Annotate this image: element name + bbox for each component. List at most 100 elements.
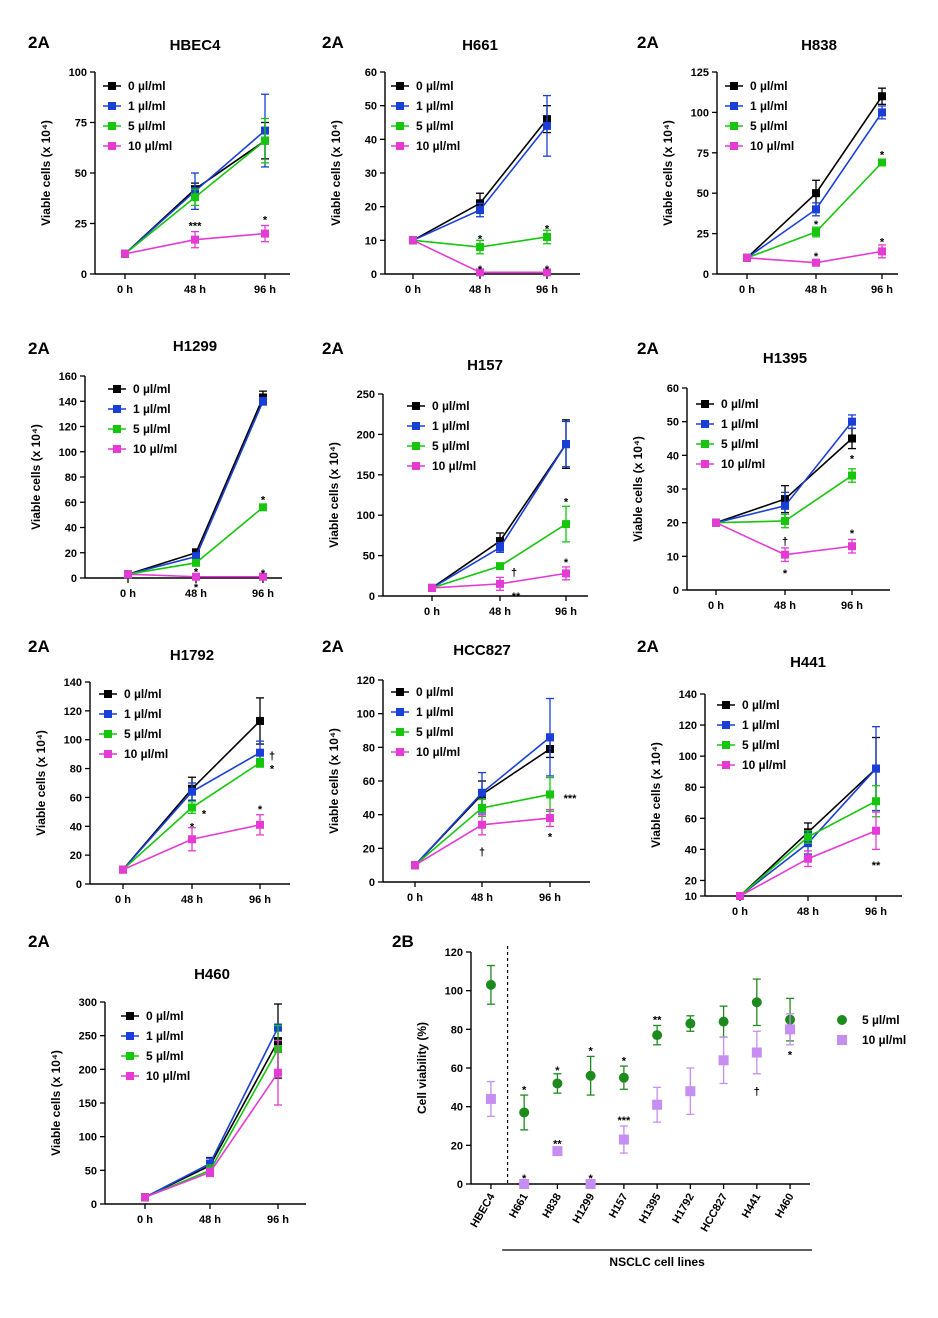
- legend-entry: 1 µl/ml: [124, 707, 162, 721]
- data-point: [878, 92, 886, 101]
- data-point: [478, 820, 486, 829]
- chart-title: H157: [467, 357, 503, 374]
- data-point: [141, 1193, 149, 1202]
- x-tick-label: 0 h: [117, 284, 133, 296]
- y-axis-label: Viable cells (x 10⁴): [327, 728, 341, 834]
- legend-swatch-marker: [412, 422, 420, 430]
- data-point: [781, 550, 789, 559]
- legend-swatch-marker: [837, 1035, 847, 1045]
- y-tick-label: 200: [357, 429, 375, 441]
- data-point: [718, 1016, 729, 1027]
- data-point: [546, 733, 554, 742]
- significance-mark: *: [258, 804, 263, 816]
- x-tick-label: 0 h: [137, 1214, 153, 1226]
- legend-swatch-marker: [701, 440, 709, 448]
- x-tick-label: 48 h: [181, 894, 203, 906]
- panel-label: 2B: [392, 932, 414, 951]
- significance-mark: *: [545, 224, 550, 236]
- significance-mark: *: [522, 1173, 527, 1185]
- panel-h460: 2A H460 0 50 100 150 200 250 300 Viable cells (x …: [28, 932, 306, 1226]
- series-0: [743, 87, 886, 262]
- series-3: [124, 570, 267, 581]
- data-point: [261, 136, 269, 145]
- x-tick-label: 96 h: [539, 892, 561, 904]
- y-tick-label: 60: [363, 776, 375, 788]
- data-point: [751, 997, 762, 1008]
- x-tick-label: 48 h: [489, 606, 511, 618]
- data-point: [191, 235, 199, 244]
- panel-label: 2A: [637, 339, 659, 358]
- x-tick-label: H460: [773, 1192, 797, 1221]
- y-tick-label: 0: [81, 269, 87, 281]
- y-axis-label: Viable cells (x 10⁴): [661, 120, 675, 226]
- y-tick-label: 125: [691, 67, 709, 79]
- legend-entry: 10 µl/ml: [432, 459, 476, 473]
- legend-entry: 5 µl/ml: [124, 727, 162, 741]
- legend-swatch-marker: [108, 122, 116, 130]
- data-point: [188, 835, 196, 844]
- panel-hcc827: 2A HCC827 0 20 40 60 80 100 120 Viable cells (x 1…: [322, 637, 590, 904]
- y-tick-label: 80: [685, 782, 697, 794]
- significance-mark: *: [880, 237, 885, 249]
- panel-label: 2A: [322, 339, 344, 358]
- x-tick-label: HCC827: [699, 1192, 730, 1235]
- legend-swatch-marker: [722, 741, 730, 749]
- data-point: [543, 268, 551, 277]
- x-tick-label: H157: [607, 1192, 631, 1221]
- panel-label: 2A: [28, 339, 50, 358]
- data-point: [206, 1159, 214, 1168]
- panel-label: 2A: [28, 932, 50, 951]
- legend-entry: 1 µl/ml: [133, 402, 171, 416]
- chart-title: HCC827: [453, 642, 511, 659]
- significance-mark: †: [511, 567, 517, 579]
- x-tick-label: 96 h: [267, 1214, 289, 1226]
- x-tick-label: H1395: [637, 1192, 664, 1226]
- y-tick-label: 20: [451, 1140, 463, 1152]
- x-tick-label: HBEC4: [468, 1191, 497, 1230]
- chart-title: H838: [801, 37, 837, 54]
- y-tick-label: 100: [357, 510, 375, 522]
- x-tick-label: 48 h: [774, 600, 796, 612]
- y-tick-label: 30: [667, 484, 679, 496]
- y-tick-label: 80: [363, 742, 375, 754]
- legend-entry: 0 µl/ml: [721, 397, 759, 411]
- x-tick-label: H1299: [571, 1192, 598, 1226]
- y-tick-label: 10: [685, 891, 697, 903]
- y-tick-label: 100: [64, 735, 82, 747]
- legend-entry: 1 µl/ml: [416, 705, 454, 719]
- data-point: [188, 803, 196, 812]
- significance-mark: ***: [617, 1115, 631, 1127]
- legend-entry: 0 µl/ml: [416, 685, 454, 699]
- series-3: [411, 808, 554, 870]
- legend-entry: 10 µl/ml: [742, 758, 786, 772]
- legend-entry: 10 µl/ml: [416, 745, 460, 759]
- legend-swatch-marker: [126, 1032, 134, 1040]
- series-3: [736, 811, 880, 900]
- y-tick-label: 50: [667, 417, 679, 429]
- data-point: [751, 1047, 762, 1058]
- data-point: [519, 1179, 530, 1189]
- series-1: [428, 420, 570, 592]
- y-axis-label: Viable cells (x 10⁴): [631, 436, 645, 542]
- legend-entry: 5 µl/ml: [416, 725, 454, 739]
- significance-mark: *: [589, 1173, 594, 1185]
- y-tick-label: 40: [363, 810, 375, 822]
- x-tick-label: 0 h: [115, 894, 131, 906]
- y-tick-label: 0: [71, 573, 77, 585]
- panel-label: 2A: [322, 637, 344, 656]
- legend-entry: 1 µl/ml: [721, 417, 759, 431]
- data-point: [872, 764, 880, 773]
- y-tick-label: 20: [363, 843, 375, 855]
- series-2: [119, 757, 264, 874]
- legend-entry: 10 µl/ml: [133, 442, 177, 456]
- data-point: [476, 268, 484, 277]
- y-tick-label: 40: [451, 1102, 463, 1114]
- data-point: [259, 397, 267, 406]
- y-tick-label: 100: [691, 107, 709, 119]
- significance-mark: *: [814, 251, 819, 263]
- legend-swatch-marker: [104, 690, 112, 698]
- significance-mark: **: [512, 591, 521, 603]
- y-tick-label: 80: [451, 1024, 463, 1036]
- legend-swatch-marker: [108, 142, 116, 150]
- y-tick-label: 0: [369, 591, 375, 603]
